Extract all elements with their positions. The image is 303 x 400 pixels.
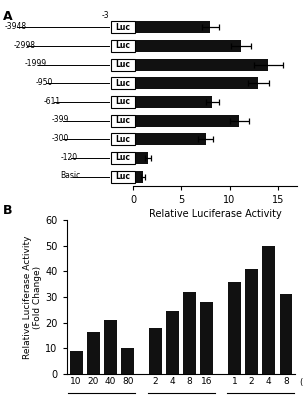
- Bar: [104, 320, 117, 374]
- Bar: [228, 282, 241, 374]
- Bar: [183, 292, 196, 374]
- Bar: [87, 332, 100, 374]
- Bar: [70, 351, 83, 374]
- Text: A: A: [3, 10, 13, 23]
- Text: -2998: -2998: [14, 40, 36, 50]
- Bar: [133, 115, 239, 127]
- Text: -611: -611: [44, 96, 61, 106]
- Bar: [279, 294, 292, 374]
- Bar: [133, 59, 268, 71]
- Text: Luc: Luc: [115, 135, 131, 144]
- Bar: [133, 133, 205, 146]
- Text: (mM): (mM): [299, 378, 303, 388]
- Bar: [200, 302, 213, 374]
- Bar: [111, 21, 135, 33]
- X-axis label: Relative Luciferase Activity
(Fold Change): Relative Luciferase Activity (Fold Chang…: [149, 209, 281, 231]
- Text: Luc: Luc: [115, 79, 131, 88]
- Text: Basic: Basic: [60, 171, 81, 180]
- Text: Luc: Luc: [115, 116, 131, 125]
- Bar: [133, 96, 212, 108]
- Text: -300: -300: [52, 134, 69, 143]
- Bar: [133, 152, 148, 164]
- Text: Luc: Luc: [115, 98, 131, 106]
- Bar: [133, 170, 143, 183]
- Bar: [111, 115, 135, 127]
- Bar: [111, 96, 135, 108]
- Text: -399: -399: [52, 115, 69, 124]
- Bar: [133, 40, 241, 52]
- Bar: [111, 152, 135, 164]
- Text: -950: -950: [36, 78, 53, 87]
- Text: Luc: Luc: [115, 154, 131, 162]
- Text: -1999: -1999: [25, 59, 47, 68]
- Bar: [111, 59, 135, 71]
- Text: -3: -3: [102, 11, 109, 20]
- Bar: [121, 348, 134, 374]
- Bar: [166, 311, 179, 374]
- Bar: [111, 40, 135, 52]
- Bar: [245, 269, 258, 374]
- Bar: [111, 133, 135, 145]
- Text: Luc: Luc: [115, 60, 131, 69]
- Bar: [262, 246, 275, 374]
- Bar: [149, 328, 162, 374]
- Text: -3948: -3948: [4, 22, 27, 31]
- Text: -120: -120: [60, 152, 78, 162]
- Bar: [133, 77, 258, 89]
- Bar: [111, 171, 135, 183]
- Bar: [111, 77, 135, 89]
- Bar: [133, 21, 210, 33]
- Text: Luc: Luc: [115, 42, 131, 50]
- Text: Luc: Luc: [115, 172, 131, 181]
- Text: Luc: Luc: [115, 23, 131, 32]
- Text: B: B: [3, 204, 12, 217]
- Y-axis label: Relative Luciferase Activity
(Fold Change): Relative Luciferase Activity (Fold Chang…: [23, 235, 42, 359]
